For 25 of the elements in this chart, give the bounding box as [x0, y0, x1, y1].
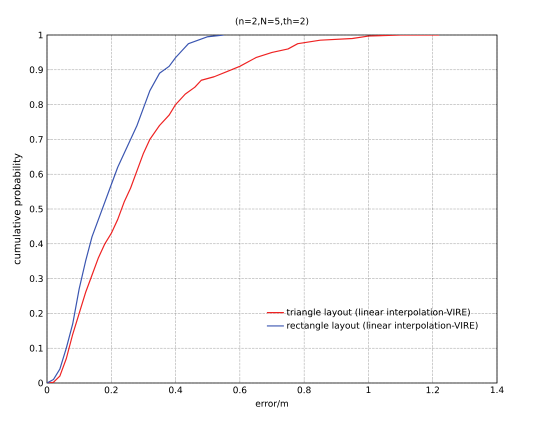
y-tick-label: 0.7: [30, 136, 43, 143]
y-tick-label: 0.9: [30, 66, 43, 74]
x-tick-label: 0.4: [169, 386, 182, 394]
x-tick-label: 1: [366, 386, 370, 394]
y-tick-label: 0.1: [30, 344, 43, 352]
line-series: [47, 34, 224, 383]
legend-label: rectangle layout (linear interpolation-VIRE): [287, 322, 478, 330]
y-tick-label: 0: [38, 380, 43, 386]
x-tick-label: 1.4: [490, 386, 504, 394]
y-tick-label: 0.8: [30, 101, 43, 108]
y-tick-label: 0.6: [30, 170, 43, 178]
x-tick-label: 1.2: [426, 386, 439, 394]
x-tick-label: 0.2: [104, 386, 118, 394]
legend-label: triangle layout (linear interpolation-VIRE): [286, 308, 470, 318]
y-tick-label: 0.3: [30, 275, 43, 282]
y-tick-label: 0.2: [30, 310, 43, 317]
y-tick-label: 0.4: [30, 240, 43, 248]
y-tick-label: 1: [38, 32, 43, 38]
y-axis-title: cumulative probability: [12, 153, 22, 264]
x-tick-label: 0: [44, 386, 50, 394]
x-tick-label: 0.6: [233, 386, 246, 394]
y-tick-label: 0.5: [30, 206, 43, 212]
chart-title: (n=2,N=5,th=2): [236, 18, 308, 26]
x-axis-title: error/m: [256, 400, 288, 408]
x-tick-label: 0.8: [298, 386, 311, 394]
